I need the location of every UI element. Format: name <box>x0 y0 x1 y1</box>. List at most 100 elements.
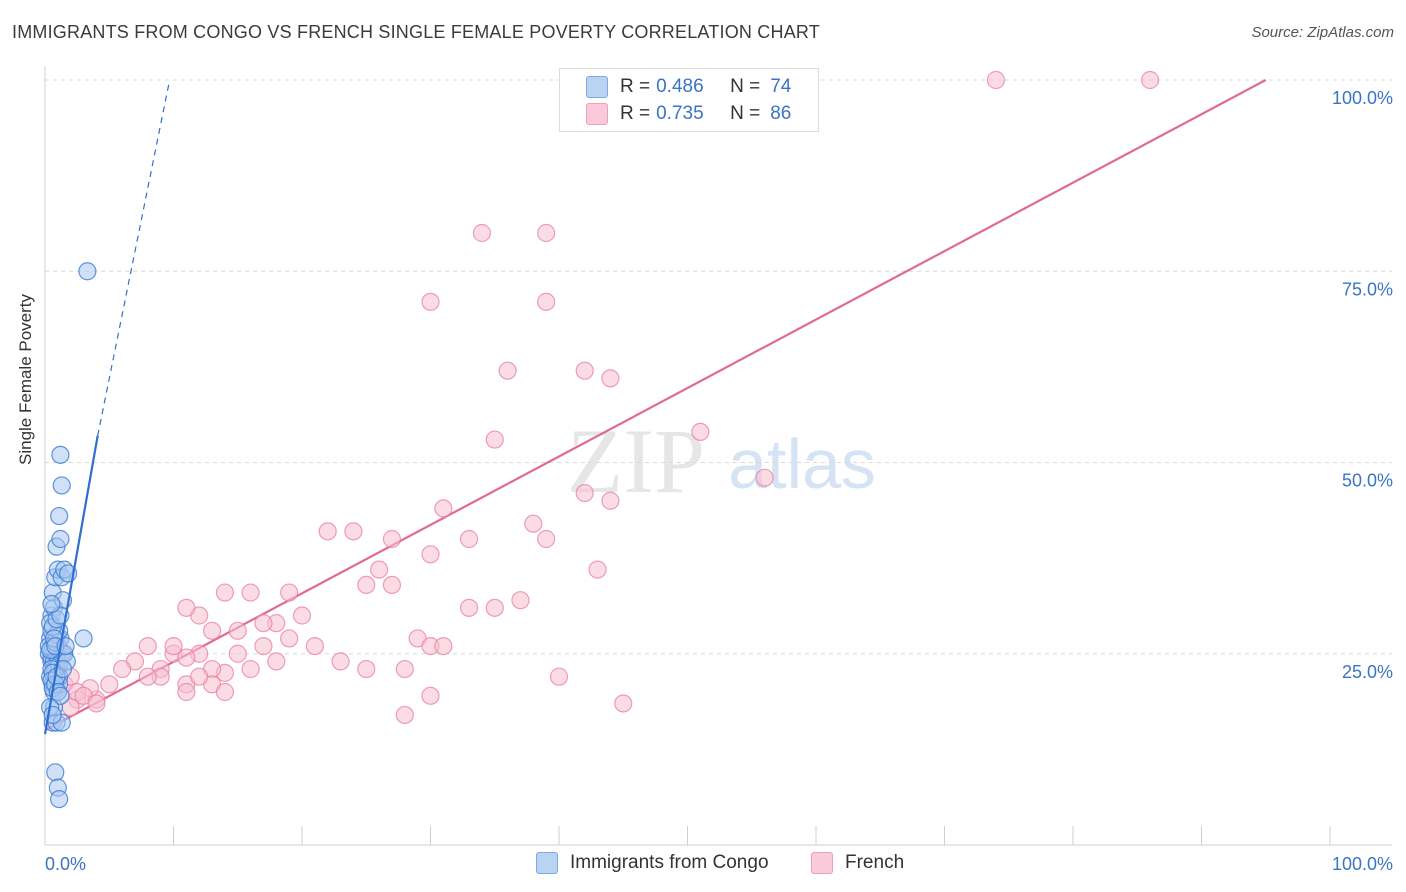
french-point <box>254 636 273 656</box>
french-point <box>472 223 491 243</box>
french-point <box>395 705 414 725</box>
french-point <box>498 361 517 380</box>
french-point <box>215 583 234 602</box>
french-point <box>1140 70 1160 90</box>
french-point <box>177 648 196 667</box>
legend-label: Immigrants from Congo <box>570 852 769 873</box>
axes <box>44 66 1392 846</box>
french-point <box>485 430 504 449</box>
x-tick-label: 0.0% <box>45 854 86 874</box>
french-point <box>524 514 543 533</box>
french-swatch <box>811 852 833 874</box>
french-point <box>434 499 453 518</box>
french-point <box>421 686 440 705</box>
y-tick-label: 50.0% <box>1342 471 1393 491</box>
congo-trend-extension <box>97 79 171 436</box>
french-points <box>48 70 1160 725</box>
french-point <box>395 659 414 679</box>
legend-row-congo: R = 0.486 N = 74 <box>586 75 791 99</box>
french-point <box>177 598 196 617</box>
french-point <box>138 667 157 686</box>
french-point <box>382 575 402 595</box>
french-point <box>112 659 132 679</box>
french-swatch <box>586 103 608 125</box>
chart-title: IMMIGRANTS FROM CONGO VS FRENCH SINGLE F… <box>12 22 820 42</box>
congo-trend-line <box>43 435 99 735</box>
french-point <box>357 575 376 595</box>
congo-point <box>78 262 97 281</box>
stats-legend: R = 0.486 N = 74 R = 0.735 N = 86 <box>559 68 819 132</box>
french-point <box>601 491 620 510</box>
french-point <box>459 529 479 549</box>
watermark-atlas: atlas <box>728 425 876 503</box>
french-trend <box>44 79 1267 732</box>
french-point <box>537 223 556 243</box>
french-point <box>228 621 247 640</box>
french-point <box>280 629 299 648</box>
congo-points <box>39 262 97 809</box>
legend-row-french: R = 0.735 N = 86 <box>586 102 791 126</box>
french-point <box>228 644 247 663</box>
french-point <box>318 522 337 541</box>
french-point <box>549 667 569 686</box>
french-point <box>241 583 260 602</box>
french-point <box>691 422 710 441</box>
congo-point <box>46 763 65 782</box>
french-point <box>215 682 234 702</box>
french-point <box>434 636 453 656</box>
r-value: 0.486 <box>656 76 704 97</box>
congo-swatch <box>536 852 558 874</box>
french-point <box>292 606 312 625</box>
french-point <box>87 694 106 713</box>
legend-label: French <box>845 852 905 873</box>
grid-lines <box>45 79 1392 655</box>
congo-point <box>53 659 73 679</box>
n-value: 86 <box>770 103 792 124</box>
french-point <box>190 667 209 686</box>
y-axis-label: Single Female Poverty <box>16 293 35 465</box>
congo-point <box>42 594 61 614</box>
x-tick-label: 100.0% <box>1332 854 1393 874</box>
french-point <box>511 591 530 610</box>
r-label: R = <box>620 76 651 97</box>
french-point <box>164 636 183 656</box>
french-point <box>986 70 1006 90</box>
french-point <box>177 682 196 702</box>
y-tick-label: 100.0% <box>1332 88 1393 108</box>
french-point <box>331 652 350 671</box>
congo-trend <box>43 79 171 735</box>
congo-point <box>51 445 70 464</box>
y-tick-label: 75.0% <box>1342 279 1393 299</box>
french-trend-line <box>44 79 1267 732</box>
congo-point <box>50 789 69 809</box>
y-tick-label: 25.0% <box>1342 662 1393 682</box>
congo-point <box>51 529 70 549</box>
french-point <box>382 529 402 549</box>
french-point <box>601 369 620 388</box>
french-point <box>421 292 440 311</box>
congo-swatch <box>586 76 608 98</box>
legend-item-congo: Immigrants from Congo <box>536 852 769 874</box>
french-point <box>459 598 479 617</box>
legend-item-french: French <box>811 852 904 874</box>
series-legend: Immigrants from Congo French <box>0 852 1406 878</box>
french-point <box>537 292 556 311</box>
y-tick-labels: 25.0% 50.0% 75.0% 100.0% <box>1332 88 1393 682</box>
french-point <box>421 545 440 564</box>
french-point <box>267 652 286 671</box>
french-point <box>537 529 556 549</box>
french-point <box>202 621 222 640</box>
french-point <box>614 694 633 713</box>
french-point <box>357 659 376 679</box>
french-point <box>100 675 119 694</box>
french-point <box>344 522 363 541</box>
r-value: 0.735 <box>656 103 704 124</box>
x-tick-labels: 0.0% 100.0% <box>45 854 1393 874</box>
french-point <box>575 361 594 380</box>
french-point <box>485 598 504 617</box>
source-label: Source: ZipAtlas.com <box>1251 24 1394 41</box>
french-point <box>280 583 299 602</box>
french-point <box>370 560 389 579</box>
congo-point <box>50 506 69 526</box>
